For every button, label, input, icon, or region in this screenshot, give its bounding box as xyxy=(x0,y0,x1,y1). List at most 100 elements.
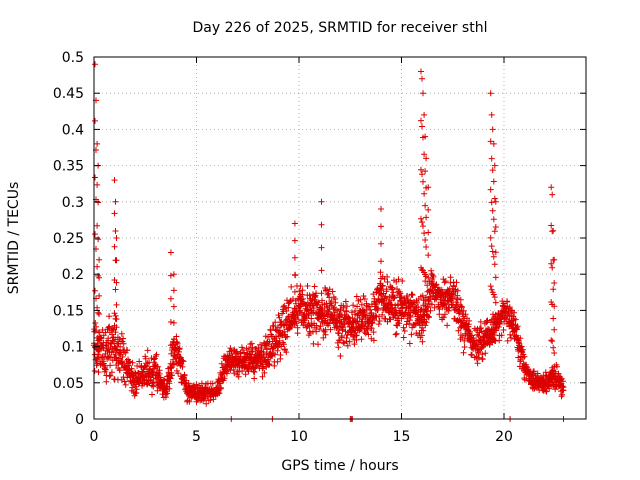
data-point xyxy=(555,370,562,377)
data-point xyxy=(418,68,424,75)
data-point xyxy=(339,333,345,339)
data-point xyxy=(551,256,558,263)
data-point xyxy=(167,342,174,349)
data-point xyxy=(113,301,120,308)
data-point xyxy=(96,311,103,317)
y-axis-title: SRMTID / TECUs xyxy=(6,182,22,295)
data-point xyxy=(167,249,174,256)
data-point xyxy=(271,351,278,358)
data-point xyxy=(419,171,425,178)
data-point xyxy=(392,331,399,338)
data-point xyxy=(421,190,428,197)
data-point xyxy=(490,253,497,260)
data-point xyxy=(423,303,430,310)
data-point xyxy=(421,308,428,315)
data-point xyxy=(384,273,391,280)
data-point xyxy=(419,75,425,82)
data-point xyxy=(552,386,559,393)
data-point xyxy=(318,267,325,274)
data-point xyxy=(502,315,509,322)
data-point xyxy=(466,317,473,324)
data-point xyxy=(121,378,128,385)
data-point xyxy=(107,362,114,369)
data-point xyxy=(422,306,429,312)
data-point xyxy=(384,279,391,285)
data-point xyxy=(377,269,384,276)
data-point xyxy=(393,330,400,337)
data-point xyxy=(358,301,365,308)
data-point xyxy=(248,340,255,347)
data-point xyxy=(422,278,429,285)
data-point xyxy=(316,326,323,333)
data-point xyxy=(116,367,123,374)
data-point xyxy=(415,304,422,310)
data-point xyxy=(392,309,399,315)
data-point xyxy=(136,358,143,365)
data-point xyxy=(420,90,426,97)
data-point xyxy=(109,337,116,344)
data-point xyxy=(364,303,371,310)
data-point xyxy=(390,295,397,302)
data-point xyxy=(113,354,120,361)
data-point xyxy=(408,291,415,298)
grid-lines xyxy=(94,57,586,419)
data-point xyxy=(162,394,169,401)
data-point xyxy=(423,155,430,162)
data-point xyxy=(313,290,320,297)
y-tick-label: 0.2 xyxy=(62,267,84,283)
data-point xyxy=(235,373,242,380)
data-point xyxy=(551,350,558,356)
data-point xyxy=(103,378,110,385)
data-point xyxy=(492,324,499,331)
data-point xyxy=(432,282,439,289)
data-point xyxy=(316,316,322,323)
data-point xyxy=(149,391,155,398)
data-point xyxy=(424,282,431,289)
data-point xyxy=(368,325,375,332)
data-point xyxy=(358,336,365,343)
data-point xyxy=(94,263,101,270)
data-point xyxy=(106,373,113,380)
data-point xyxy=(209,380,216,387)
data-point xyxy=(113,279,120,286)
data-point xyxy=(495,319,502,326)
data-point xyxy=(548,260,555,267)
data-point xyxy=(186,398,193,405)
data-point xyxy=(344,342,351,349)
data-point xyxy=(261,369,268,376)
data-point xyxy=(167,365,174,372)
data-point xyxy=(423,319,430,326)
data-point xyxy=(378,286,385,292)
data-point xyxy=(365,331,372,338)
data-point xyxy=(315,341,321,348)
data-point xyxy=(170,352,177,359)
data-point xyxy=(91,368,98,374)
data-point xyxy=(400,334,407,341)
data-point xyxy=(174,340,181,347)
data-point xyxy=(492,299,499,306)
data-point xyxy=(96,329,103,336)
data-point xyxy=(117,343,124,350)
data-point xyxy=(92,231,98,238)
data-point xyxy=(407,314,414,320)
data-point xyxy=(340,304,347,311)
data-point xyxy=(354,303,361,310)
data-point xyxy=(320,334,327,341)
data-point xyxy=(293,320,300,327)
data-point xyxy=(447,279,454,286)
data-point xyxy=(217,380,224,387)
data-point xyxy=(399,278,406,284)
data-point xyxy=(288,283,295,290)
data-point xyxy=(427,307,434,314)
data-point xyxy=(277,352,284,358)
data-point xyxy=(419,219,425,226)
data-point xyxy=(332,299,339,306)
data-point xyxy=(491,228,498,235)
data-point xyxy=(506,304,513,311)
data-point xyxy=(479,356,486,363)
data-point xyxy=(113,324,120,331)
data-point xyxy=(492,198,499,205)
data-point xyxy=(419,292,426,299)
axis-ticks xyxy=(93,56,586,420)
data-point xyxy=(409,292,416,298)
